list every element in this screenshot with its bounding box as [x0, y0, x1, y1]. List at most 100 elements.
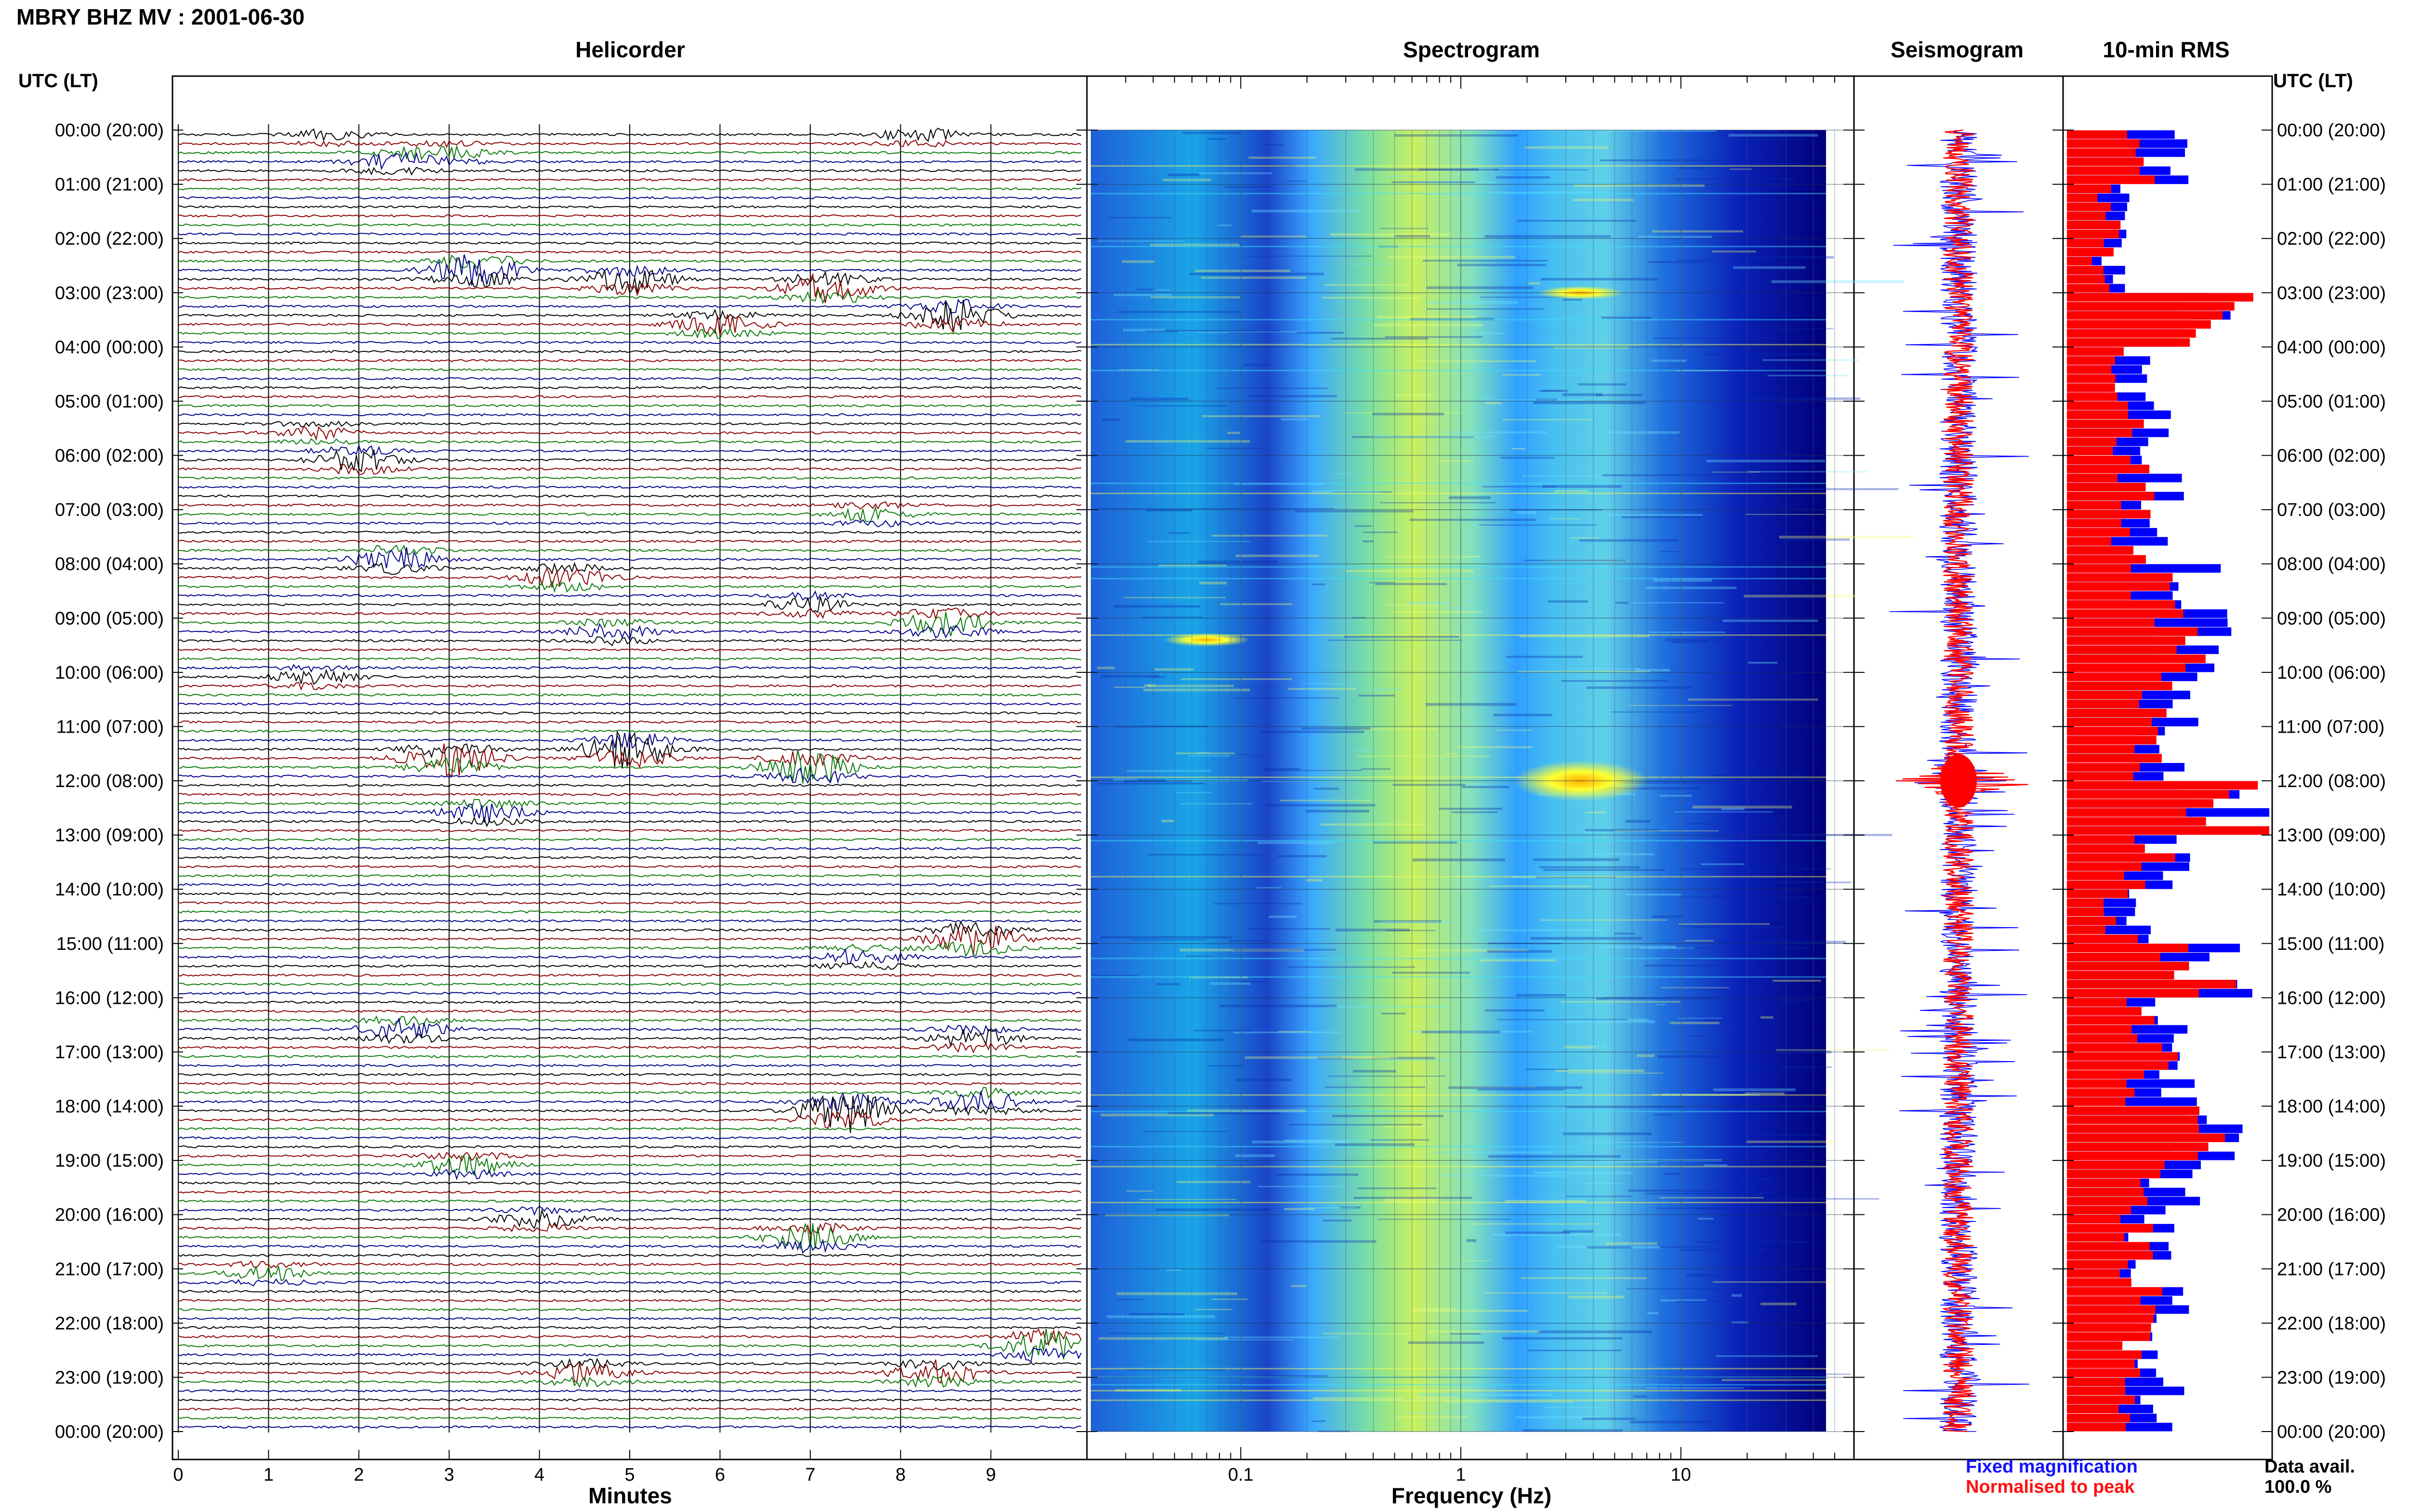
rms-bar-normalised	[2067, 663, 2186, 672]
rms-bar-normalised	[2067, 1395, 2135, 1405]
spectrogram-streak	[1216, 387, 1328, 389]
helicorder-trace	[178, 368, 1082, 371]
time-label-right: 14:00 (10:00)	[2277, 880, 2386, 900]
spectrogram-streak	[1372, 688, 1401, 691]
spectrogram-streak	[1568, 1072, 1663, 1074]
spectrogram-streak	[1224, 1336, 1339, 1339]
spectrogram-streak	[1626, 894, 1681, 896]
spectrogram-streak	[1211, 1298, 1248, 1300]
spectrogram-streak	[1523, 559, 1627, 562]
helicorder-trace	[178, 413, 1082, 417]
spectrogram-streak	[1645, 1387, 1744, 1389]
helicorder-trace	[178, 300, 1082, 333]
spectrogram-streak	[1386, 555, 1481, 558]
time-label-right: 00:00 (20:00)	[2277, 120, 2386, 141]
helicorder-x-tick-label: 2	[354, 1465, 364, 1485]
spectrogram-streak	[1587, 1246, 1631, 1249]
spectrogram-streak	[1257, 841, 1335, 844]
spectrogram-streak	[1137, 289, 1157, 290]
helicorder-x-tick-label: 8	[896, 1465, 906, 1485]
spectrogram-streak	[1335, 928, 1410, 932]
spectrogram-x-tick-label: 0.1	[1228, 1465, 1254, 1485]
helicorder-trace	[178, 1375, 1082, 1388]
spectrogram-streak	[1166, 1269, 1181, 1271]
spectrogram-streak	[1669, 1022, 1720, 1025]
helicorder-trace	[178, 792, 1082, 796]
rms-bar-normalised	[2067, 437, 2117, 447]
spectrogram-streak	[1301, 727, 1371, 730]
helicorder-trace	[178, 505, 1082, 522]
spectrogram-streak	[1489, 399, 1586, 401]
spectrogram-streak	[1449, 496, 1491, 500]
spectrogram-transient	[1091, 634, 1826, 636]
spectrogram-streak	[1605, 997, 1720, 999]
rms-bar-normalised	[2067, 736, 2157, 745]
helicorder-trace	[178, 865, 1082, 868]
spectrogram-streak	[1380, 920, 1451, 924]
helicorder-trace	[178, 982, 1082, 986]
helicorder-trace	[178, 187, 1082, 191]
spectrogram-streak	[1426, 301, 1519, 304]
rms-bar-normalised	[2067, 410, 2129, 419]
time-label-right: 06:00 (02:00)	[2277, 446, 2386, 466]
rms-bar-normalised	[2067, 1106, 2199, 1115]
spectrogram-streak	[1248, 157, 1316, 159]
spectrogram-streak	[1747, 661, 1778, 664]
spectrogram-streak	[1317, 1057, 1435, 1060]
spectrogram-streak	[1745, 1092, 1785, 1095]
spectrogram-streak	[1530, 937, 1642, 940]
spectrogram-streak	[1517, 671, 1650, 673]
time-label-left: 04:00 (00:00)	[55, 337, 164, 357]
spectrogram-streak	[1281, 418, 1309, 421]
rms-bar-normalised	[2067, 202, 2111, 211]
spectrogram-streak	[1397, 1416, 1468, 1418]
spectrogram-streak	[1355, 168, 1479, 171]
spectrogram-streak	[1653, 579, 1712, 582]
spectrogram-streak	[1444, 1401, 1574, 1403]
spectrogram-streak	[1284, 1208, 1315, 1210]
spectrogram-streak	[1101, 419, 1120, 421]
spectrogram-streak	[1387, 604, 1439, 606]
time-label-right: 02:00 (22:00)	[2277, 229, 2386, 249]
spectrogram-transient	[1091, 958, 1826, 960]
spectrogram-streak	[1573, 198, 1634, 201]
spectrogram-streak	[1161, 819, 1174, 823]
rms-bar-normalised	[2067, 483, 2146, 492]
spectrogram-streak	[1406, 602, 1451, 605]
spectrogram-streak	[1582, 1418, 1636, 1420]
helicorder-trace	[178, 404, 1082, 408]
helicorder-trace	[178, 270, 1082, 294]
helicorder-trace	[178, 1082, 1082, 1085]
spectrogram-streak	[1539, 866, 1640, 868]
spectrogram-streak	[1114, 605, 1201, 608]
spectrogram-streak	[1262, 1375, 1328, 1378]
rms-bar-normalised	[2067, 1034, 2138, 1043]
spectrogram-streak	[1155, 1208, 1271, 1211]
spectrogram-streak	[1651, 915, 1683, 918]
helicorder-trace	[178, 1181, 1082, 1185]
spectrogram-streak	[1235, 1078, 1292, 1081]
helicorder-x-tick-label: 6	[715, 1465, 725, 1485]
rms-bar-normalised	[2067, 835, 2135, 844]
spectrogram-streak	[1479, 524, 1597, 526]
time-label-left: 11:00 (07:00)	[56, 717, 164, 737]
rms-bar-normalised	[2067, 1215, 2121, 1223]
rms-bar-normalised	[2067, 175, 2155, 184]
rms-bar-normalised	[2067, 1413, 2131, 1422]
spectrogram-streak	[1534, 858, 1619, 861]
spectrogram-streak	[1384, 1125, 1425, 1128]
spectrogram-streak	[1351, 617, 1365, 618]
spectrogram-streak	[1322, 297, 1422, 299]
spectrogram-streak	[1457, 263, 1547, 266]
spectrogram-streak	[1485, 402, 1501, 405]
time-label-right: 05:00 (01:00)	[2277, 392, 2386, 412]
time-label-left: 21:00 (17:00)	[55, 1259, 164, 1279]
helicorder-trace	[178, 250, 1082, 254]
helicorder-trace	[178, 1073, 1081, 1077]
helicorder-trace	[178, 720, 1082, 724]
helicorder-trace	[178, 178, 1082, 182]
spectrogram-streak	[1380, 502, 1496, 503]
helicorder-trace	[178, 669, 1082, 685]
time-label-right: 18:00 (14:00)	[2277, 1097, 2386, 1117]
helicorder-trace	[178, 273, 1082, 303]
